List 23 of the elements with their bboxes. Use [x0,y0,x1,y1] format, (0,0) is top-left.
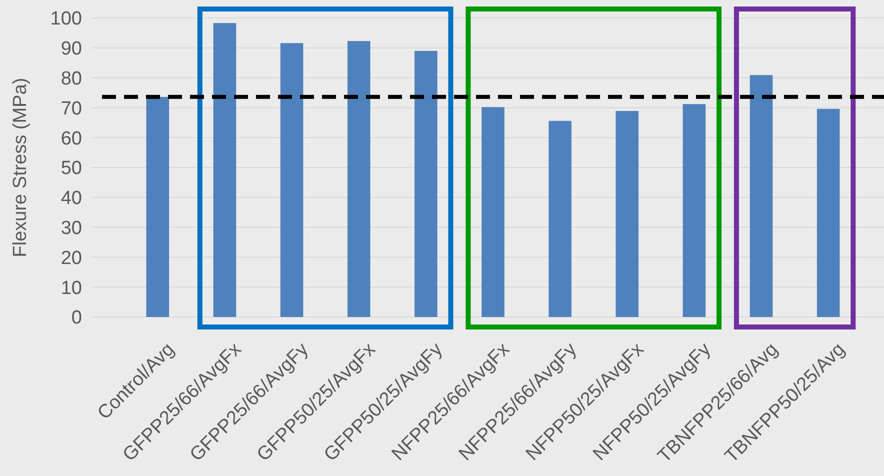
y-tick-label: 40 [60,188,82,210]
y-tick-label: 60 [60,128,82,150]
y-tick-label: 80 [60,68,82,90]
bar [482,107,504,317]
bar [347,41,370,317]
bar [616,110,639,317]
y-tick-label: 20 [60,248,82,269]
y-tick-label: 10 [60,278,82,299]
bar [548,120,572,317]
bar [213,23,236,317]
y-tick-label: 30 [60,218,82,239]
bar [414,50,438,317]
bar [816,108,840,317]
y-tick-label: 0 [71,308,82,329]
y-tick-label: 50 [60,158,82,180]
bar [682,104,706,317]
y-axis-title: Flexure Stress (MPa) [10,78,31,258]
bar [280,43,304,317]
y-tick-label: 90 [60,38,82,60]
bar [750,75,773,317]
y-tick-label: 100 [50,8,82,30]
bar [146,96,170,317]
y-tick-label: 70 [60,98,82,120]
